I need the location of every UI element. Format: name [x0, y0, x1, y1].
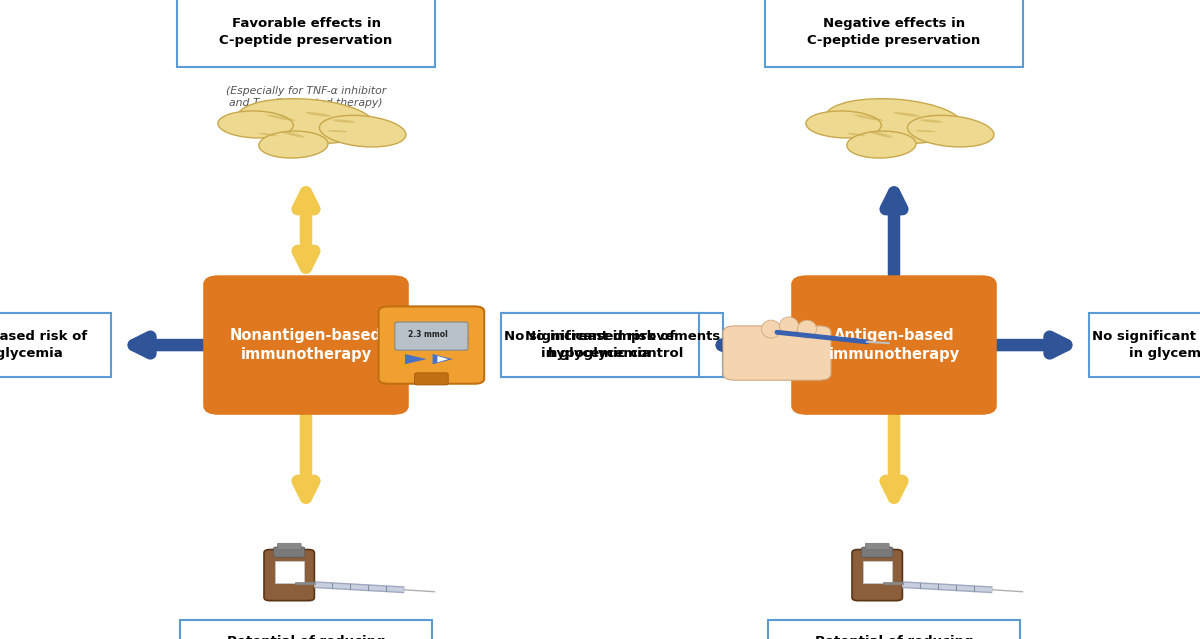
Ellipse shape [854, 114, 883, 121]
FancyBboxPatch shape [768, 620, 1020, 639]
FancyBboxPatch shape [722, 326, 830, 380]
FancyBboxPatch shape [793, 277, 995, 413]
FancyBboxPatch shape [379, 307, 485, 383]
Text: 2.3 mmol: 2.3 mmol [408, 330, 448, 339]
Ellipse shape [870, 132, 893, 137]
Ellipse shape [920, 119, 943, 123]
Text: Antigen-based
immunotherapy: Antigen-based immunotherapy [828, 328, 960, 362]
Text: Negative effects in
C-peptide preservation: Negative effects in C-peptide preservati… [808, 17, 980, 47]
Ellipse shape [328, 130, 348, 132]
Ellipse shape [266, 114, 295, 121]
Ellipse shape [238, 98, 374, 144]
FancyBboxPatch shape [275, 561, 304, 583]
Ellipse shape [826, 98, 962, 144]
Text: No significant improvements
in glycemic control: No significant improvements in glycemic … [1092, 330, 1200, 360]
Text: (Especially for TNF-α inhibitor
and T cell-targeted therapy): (Especially for TNF-α inhibitor and T ce… [226, 86, 386, 108]
FancyBboxPatch shape [852, 550, 902, 601]
Text: No significant improvements
in glycemic control: No significant improvements in glycemic … [504, 330, 720, 360]
FancyBboxPatch shape [180, 620, 432, 639]
FancyBboxPatch shape [1090, 313, 1200, 377]
FancyBboxPatch shape [395, 322, 468, 350]
Text: Favorable effects in
C-peptide preservation: Favorable effects in C-peptide preservat… [220, 17, 392, 47]
Ellipse shape [319, 116, 406, 147]
Ellipse shape [259, 133, 277, 136]
Ellipse shape [762, 320, 781, 338]
Polygon shape [404, 354, 427, 364]
Polygon shape [432, 354, 454, 364]
Ellipse shape [305, 112, 332, 117]
FancyBboxPatch shape [865, 543, 889, 550]
Ellipse shape [461, 337, 468, 341]
Text: No increased risk of
hypoglycemia: No increased risk of hypoglycemia [524, 330, 676, 360]
FancyBboxPatch shape [277, 543, 301, 550]
Ellipse shape [259, 131, 328, 158]
Ellipse shape [847, 133, 865, 136]
FancyBboxPatch shape [766, 0, 1022, 67]
Ellipse shape [916, 130, 936, 132]
FancyBboxPatch shape [204, 277, 408, 413]
FancyBboxPatch shape [415, 373, 449, 385]
FancyBboxPatch shape [862, 547, 893, 557]
Polygon shape [437, 356, 449, 362]
FancyBboxPatch shape [274, 547, 305, 557]
Text: Potential of reducing
daily insulin dosage: Potential of reducing daily insulin dosa… [815, 635, 973, 639]
FancyBboxPatch shape [502, 313, 698, 377]
Ellipse shape [806, 111, 881, 138]
Ellipse shape [332, 119, 355, 123]
Text: No increased risk of
hypoglycemia: No increased risk of hypoglycemia [0, 330, 88, 360]
Ellipse shape [847, 131, 916, 158]
Ellipse shape [282, 132, 305, 137]
Ellipse shape [218, 111, 293, 138]
FancyBboxPatch shape [264, 550, 314, 601]
FancyBboxPatch shape [178, 0, 436, 67]
Ellipse shape [893, 112, 920, 117]
FancyBboxPatch shape [863, 561, 892, 583]
Ellipse shape [780, 317, 799, 335]
FancyBboxPatch shape [0, 313, 110, 377]
FancyBboxPatch shape [502, 313, 722, 377]
Text: Nonantigen-based
immunotherapy: Nonantigen-based immunotherapy [230, 328, 382, 362]
Ellipse shape [798, 320, 817, 338]
Text: Potential of reducing
daily insulin dosage: Potential of reducing daily insulin dosa… [227, 635, 385, 639]
Ellipse shape [907, 116, 994, 147]
